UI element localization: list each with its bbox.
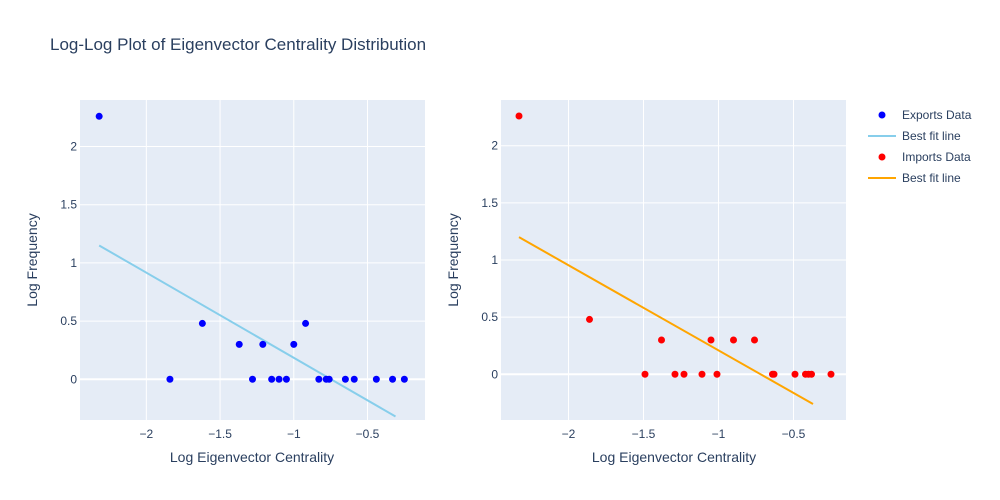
x-axis-title-exports: Log Eigenvector Centrality: [170, 449, 334, 465]
y-tick-label-imports: 1.5: [481, 196, 498, 210]
data-point-imports: [586, 315, 593, 323]
data-point-exports: [290, 340, 298, 348]
data-point-imports: [698, 370, 706, 378]
data-point-exports: [315, 375, 323, 383]
x-ticks-imports: −2 −1.5 −1 −0.5: [562, 427, 806, 441]
series-imports: [515, 112, 835, 405]
data-point-exports: [198, 319, 206, 327]
data-point-imports: [658, 336, 665, 344]
data-point-exports: [282, 375, 290, 383]
legend-marker-icon: [878, 111, 886, 119]
x-tick-label-exports: −1.5: [208, 427, 232, 441]
legend-item[interactable]: Best fit line: [868, 171, 961, 185]
y-tick-label-exports: 0: [70, 372, 77, 386]
y-tick-label-exports: 2: [70, 140, 77, 154]
y-tick-label-imports: 0.5: [481, 310, 498, 324]
data-point-exports: [389, 375, 397, 383]
x-tick-label-exports: −0.5: [356, 427, 380, 441]
data-point-imports: [671, 370, 679, 378]
legend-label: Imports Data: [902, 150, 971, 164]
y-ticks-imports: 0 0.5 1 1.5 2: [481, 139, 498, 382]
data-point-exports: [249, 375, 256, 383]
subplot-imports: −2 −1.5 −1 −0.5 0 0.5 1 1.5 2 Log Eigenvector C…: [445, 100, 846, 465]
data-point-exports: [350, 375, 358, 383]
chart-title: Log-Log Plot of Eigenvector Centrality D…: [50, 35, 426, 54]
data-point-exports: [235, 340, 243, 348]
data-point-imports: [641, 370, 649, 378]
data-point-imports: [515, 112, 523, 120]
y-tick-label-imports: 0: [491, 367, 498, 381]
x-tick-label-imports: −2: [562, 427, 576, 441]
data-point-exports: [372, 375, 380, 383]
series-exports: [95, 112, 408, 418]
y-tick-label-exports: 0.5: [60, 314, 77, 328]
x-axis-title-imports: Log Eigenvector Centrality: [592, 449, 756, 465]
plot-area-exports: [80, 100, 425, 420]
data-point-imports: [680, 370, 688, 378]
y-axis-title-imports: Log Frequency: [445, 213, 461, 306]
data-point-exports: [400, 375, 408, 383]
y-tick-label-imports: 2: [491, 139, 498, 153]
y-tick-label-imports: 1: [491, 253, 498, 267]
subplot-exports: −2 −1.5 −1 −0.5 0 0.5 1 1.5 2 Log Eigenvector C…: [24, 100, 425, 465]
legend-label: Best fit line: [902, 129, 961, 143]
data-point-imports: [730, 336, 737, 344]
data-point-imports: [808, 370, 815, 378]
x-tick-label-exports: −1: [287, 427, 301, 441]
data-point-imports: [707, 336, 715, 344]
legend-item[interactable]: Best fit line: [868, 129, 961, 143]
data-point-exports: [268, 375, 276, 383]
fit-line-exports: [98, 244, 397, 418]
data-point-imports: [791, 370, 799, 378]
data-point-imports: [827, 370, 835, 378]
y-tick-label-exports: 1: [70, 256, 77, 270]
data-point-exports: [95, 112, 103, 120]
x-tick-label-imports: −0.5: [782, 427, 806, 441]
y-axis-title-exports: Log Frequency: [24, 213, 40, 306]
y-ticks-exports: 0 0.5 1 1.5 2: [60, 140, 77, 387]
data-point-imports: [770, 370, 778, 378]
x-tick-label-imports: −1.5: [632, 427, 656, 441]
legend-item[interactable]: Imports Data: [878, 150, 972, 164]
legend-item[interactable]: Exports Data: [878, 108, 972, 122]
fit-line-imports: [518, 236, 814, 405]
data-point-exports: [341, 375, 349, 383]
data-point-exports: [275, 375, 283, 383]
data-point-imports: [713, 370, 721, 378]
data-point-imports: [751, 336, 758, 344]
y-tick-label-exports: 1.5: [60, 198, 77, 212]
data-point-exports: [166, 375, 174, 383]
x-tick-label-exports: −2: [140, 427, 154, 441]
legend[interactable]: Exports Data Best fit line Imports Data Bes…: [868, 108, 972, 185]
data-point-exports: [259, 340, 267, 348]
x-tick-label-imports: −1: [712, 427, 726, 441]
data-point-exports: [325, 375, 333, 383]
legend-label: Best fit line: [902, 171, 961, 185]
data-point-exports: [302, 319, 310, 327]
legend-label: Exports Data: [902, 108, 972, 122]
legend-marker-icon: [878, 153, 886, 161]
x-ticks-exports: −2 −1.5 −1 −0.5: [140, 427, 380, 441]
